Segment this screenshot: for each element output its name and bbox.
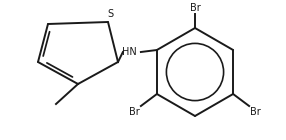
Text: HN: HN [122, 47, 137, 57]
Text: S: S [107, 9, 113, 19]
Text: Br: Br [190, 3, 200, 13]
Text: Br: Br [129, 107, 140, 117]
Text: Br: Br [250, 107, 261, 117]
